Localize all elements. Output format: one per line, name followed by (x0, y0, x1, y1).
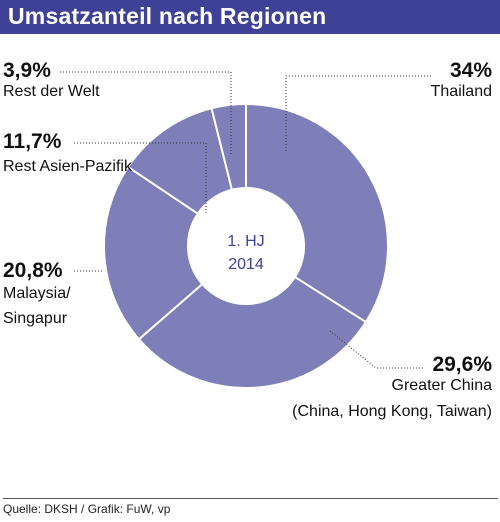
slice-category-label: Rest der Welt (3, 83, 100, 100)
leader-lines-group (60, 71, 433, 369)
pie-slice (137, 275, 368, 389)
pie-slice (103, 165, 204, 341)
slice-percent-label: 34% (450, 59, 492, 82)
center-label-line1: 1. HJ (227, 233, 264, 250)
source-note: Quelle: DKSH / Grafik: FuW, vp (3, 502, 171, 516)
center-label-line2: 2014 (228, 256, 264, 273)
slice-category-label: Greater China (392, 377, 493, 394)
leader-line (285, 75, 433, 151)
slice-labels-group: 34%Thailand 29,6%Greater China (China, Hon… (3, 59, 492, 420)
slice-category-label: Rest Asien-Pazifik (3, 158, 133, 175)
slice-category-label: (China, Hong Kong, Taiwan) (292, 403, 492, 420)
slices-group (103, 102, 389, 389)
pie-slice (245, 102, 389, 324)
chart-title: Umsatzanteil nach Regionen (8, 3, 327, 29)
donut-chart: 34%Thailand 29,6%Greater China (China, Hon… (3, 59, 492, 420)
leader-line (60, 71, 232, 154)
slice-category-label: Malaysia/ (3, 285, 71, 302)
footer-rule (3, 498, 498, 499)
slice-percent-label: 3,9% (3, 59, 51, 82)
slice-category-label: Thailand (431, 83, 492, 100)
leader-line (74, 142, 207, 215)
pie-slice (210, 102, 247, 191)
slice-percent-label: 20,8% (3, 259, 63, 282)
slice-percent-label: 11,7% (3, 130, 62, 153)
slice-category-label: Singapur (3, 310, 68, 327)
slice-percent-label: 29,6% (432, 353, 492, 376)
title-bar: Umsatzanteil nach Regionen (0, 0, 500, 34)
